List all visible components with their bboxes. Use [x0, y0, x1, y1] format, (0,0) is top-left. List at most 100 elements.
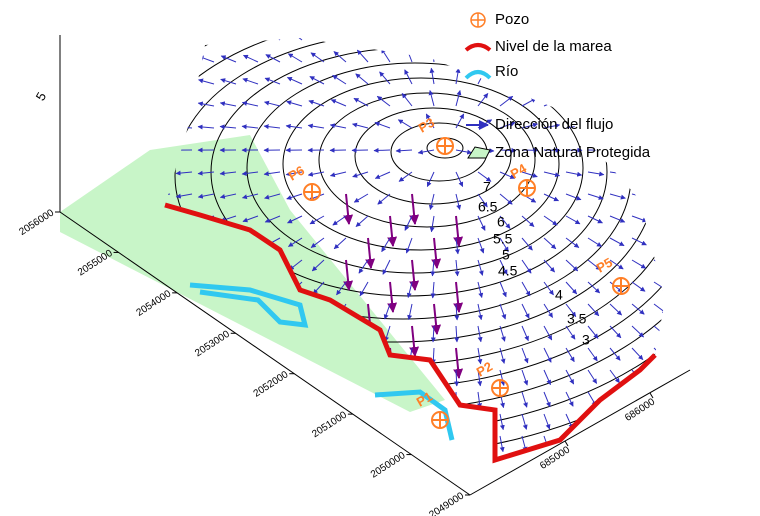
flow-arrow [317, 392, 324, 406]
flow-arrow [654, 56, 669, 62]
flow-arrow [264, 126, 280, 128]
flow-arrow [676, 436, 686, 448]
contour-label: 4 [555, 287, 563, 303]
flow-arrow [179, 326, 192, 335]
flow-arrow [408, 282, 412, 298]
flow-arrow [654, 436, 663, 449]
flow-arrow [522, 304, 529, 318]
flow-arrow [243, 79, 258, 84]
contour-label: 7 [483, 179, 491, 195]
flow-arrow [632, 216, 647, 221]
flow-arrow [676, 194, 692, 197]
flow-arrow [544, 304, 553, 318]
flow-arrow [566, 282, 577, 294]
flow-arrow [588, 370, 597, 383]
flow-arrow [654, 33, 668, 40]
flow-arrow [406, 238, 412, 253]
flow-arrow [456, 260, 458, 276]
flow-arrow [155, 34, 170, 40]
flow-arrow [311, 53, 324, 62]
flow-arrow [405, 216, 412, 230]
flow-arrow [566, 172, 582, 175]
flow-arrow [402, 93, 412, 106]
flow-arrow [247, 348, 258, 360]
flow-arrow [180, 392, 192, 403]
flow-arrow [308, 125, 324, 128]
flow-arrow [312, 29, 324, 40]
flow-arrow [456, 326, 457, 342]
flow-arrow [294, 414, 302, 428]
flow-arrow [249, 414, 258, 427]
flow-arrow [181, 414, 192, 426]
flow-arrow [456, 370, 457, 386]
flow-arrow [176, 103, 192, 106]
flow-arrow [293, 370, 302, 383]
legend-label: Nivel de la marea [495, 38, 612, 55]
flow-arrow [522, 98, 536, 106]
flow-arrow [374, 150, 390, 151]
flow-arrow [676, 33, 690, 40]
flow-arrow [676, 282, 690, 290]
flow-arrow [500, 436, 503, 452]
flow-arrow [264, 102, 280, 106]
flow-arrow [359, 27, 368, 40]
flow-arrow [354, 98, 368, 106]
flow-arrow [544, 238, 556, 249]
flow-arrow [432, 46, 434, 62]
flow-arrow [588, 101, 603, 106]
flow-arrow [632, 79, 647, 84]
flow-arrow [204, 436, 214, 448]
flow-arrow [227, 458, 236, 471]
flow-arrow [654, 304, 667, 314]
flow-arrow [433, 458, 434, 474]
flow-arrow [566, 326, 575, 339]
flow-arrow [227, 436, 236, 449]
flow-arrow [177, 57, 192, 62]
flow-arrow [522, 282, 530, 296]
well-label: P3 [416, 115, 437, 136]
y-tick-label: 2050000 [369, 450, 408, 481]
contour-label: 6.5 [478, 199, 498, 215]
flow-arrow [179, 348, 192, 358]
flow-arrow [632, 282, 645, 291]
flow-arrow [157, 326, 170, 335]
flow-arrow [610, 436, 618, 450]
flow-arrow [544, 392, 550, 407]
flow-arrow [676, 414, 686, 426]
flow-arrow [588, 54, 602, 62]
flow-arrow [242, 126, 258, 128]
flow-arrow [243, 55, 258, 62]
flow-arrow [356, 216, 368, 227]
contour-label: 6 [497, 214, 505, 230]
flow-arrow [544, 414, 550, 429]
flow-arrow [456, 150, 472, 153]
flow-arrow [610, 78, 625, 84]
flow-arrow [566, 348, 574, 362]
flow-arrow [353, 124, 368, 128]
contour-label: 5 [502, 247, 510, 263]
flow-arrow [154, 104, 170, 106]
flow-arrow [456, 24, 458, 40]
flow-arrow [676, 304, 689, 313]
flow-arrow [222, 33, 236, 40]
flow-arrow [566, 458, 572, 473]
flow-arrow [654, 414, 664, 427]
flow-arrow [456, 46, 458, 62]
flow-arrow [632, 55, 647, 62]
flow-arrow [434, 436, 437, 466]
flow-arrow [200, 33, 214, 40]
flow-arrow [287, 77, 302, 84]
y-tick-label: 2049000 [427, 490, 466, 516]
protected-zone [60, 135, 445, 412]
flow-arrow [220, 103, 236, 106]
flow-arrow [566, 101, 581, 106]
well-label: P6 [286, 163, 307, 184]
flow-arrow [359, 260, 368, 273]
flow-arrow [522, 348, 528, 363]
flow-arrow [294, 392, 302, 406]
flow-arrow [676, 216, 691, 221]
flow-arrow [676, 127, 692, 128]
flow-arrow [544, 100, 559, 106]
flow-arrow [412, 326, 415, 356]
flow-arrow [433, 282, 434, 298]
